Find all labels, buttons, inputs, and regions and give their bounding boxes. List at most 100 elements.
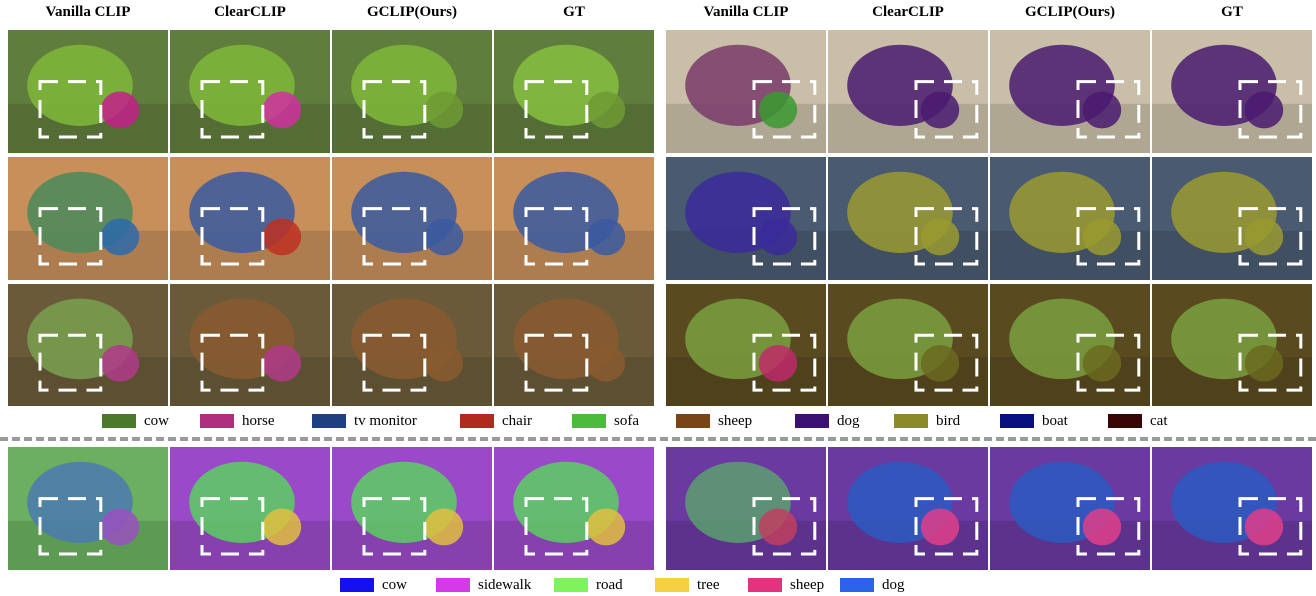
highlight-box: [38, 80, 103, 139]
segmentation-mask-accent: [586, 91, 626, 129]
legend-label: dog: [882, 576, 905, 593]
segmentation-panel: [332, 30, 492, 153]
segmentation-mask-accent: [424, 508, 464, 546]
highlight-box: [38, 333, 103, 392]
highlight-box: [752, 207, 817, 266]
segmentation-mask-accent: [1244, 91, 1284, 129]
legend-top-item: cow: [102, 410, 169, 432]
highlight-box: [200, 333, 265, 392]
segmentation-mask-accent: [262, 508, 302, 546]
segmentation-panel: [828, 30, 988, 153]
legend-top-item: tv monitor: [312, 410, 417, 432]
legend-swatch: [1108, 414, 1142, 428]
legend-top-item: sofa: [572, 410, 639, 432]
segmentation-panel: [494, 284, 654, 406]
column-header-5: ClearCLIP: [872, 4, 944, 20]
segmentation-panel: [666, 30, 826, 153]
legend-top: cow horse tv monitor chair sofa sheep dog bird b…: [0, 410, 1316, 432]
legend-swatch: [748, 578, 782, 592]
highlight-box: [200, 80, 265, 139]
segmentation-panel: [1152, 30, 1312, 153]
highlight-box: [524, 207, 589, 266]
segmentation-mask-accent: [424, 345, 464, 382]
segmentation-panel: [170, 284, 330, 406]
segmentation-mask-accent: [1244, 218, 1284, 256]
legend-swatch: [676, 414, 710, 428]
segmentation-mask-accent: [100, 508, 140, 546]
segmentation-mask-accent: [1082, 91, 1122, 129]
segmentation-panel: [8, 284, 168, 406]
segmentation-mask-accent: [1244, 345, 1284, 382]
highlight-box: [1076, 497, 1141, 556]
legend-label: road: [596, 576, 623, 593]
segmentation-panel: [666, 447, 826, 570]
section-divider: [0, 437, 1316, 441]
segmentation-mask-accent: [1082, 345, 1122, 382]
legend-swatch: [554, 578, 588, 592]
highlight-box: [1238, 207, 1303, 266]
segmentation-mask-accent: [758, 508, 798, 546]
legend-label: sofa: [614, 412, 639, 429]
segmentation-mask-accent: [424, 91, 464, 129]
legend-swatch: [340, 578, 374, 592]
segmentation-mask-accent: [262, 218, 302, 256]
segmentation-panel: [332, 447, 492, 570]
highlight-box: [362, 497, 427, 556]
legend-swatch: [840, 578, 874, 592]
segmentation-panel: [170, 30, 330, 153]
legend-label: sheep: [790, 576, 825, 593]
segmentation-panel: [332, 157, 492, 280]
segmentation-panel: [8, 447, 168, 570]
segmentation-panel: [666, 157, 826, 280]
legend-swatch: [312, 414, 346, 428]
segmentation-panel: [1152, 447, 1312, 570]
highlight-box: [362, 207, 427, 266]
segmentation-mask-accent: [920, 218, 960, 256]
legend-top-item: chair: [460, 410, 532, 432]
segmentation-mask-accent: [262, 91, 302, 129]
segmentation-mask-accent: [758, 218, 798, 256]
segmentation-mask-accent: [424, 218, 464, 256]
highlight-box: [362, 80, 427, 139]
highlight-box: [524, 497, 589, 556]
legend-swatch: [460, 414, 494, 428]
segmentation-mask-accent: [1082, 218, 1122, 256]
segmentation-mask-accent: [1244, 508, 1284, 546]
highlight-box: [1076, 333, 1141, 392]
segmentation-mask-accent: [586, 508, 626, 546]
segmentation-mask-accent: [920, 91, 960, 129]
legend-bottom-item: dog: [840, 574, 905, 596]
segmentation-panel: [828, 284, 988, 406]
highlight-box: [1238, 80, 1303, 139]
highlight-box: [200, 497, 265, 556]
segmentation-mask-accent: [100, 91, 140, 129]
legend-top-item: sheep: [676, 410, 752, 432]
legend-label: cat: [1150, 412, 1168, 429]
highlight-box: [1238, 497, 1303, 556]
segmentation-mask-accent: [262, 345, 302, 382]
highlight-box: [914, 333, 979, 392]
segmentation-panel: [1152, 157, 1312, 280]
segmentation-panel: [828, 157, 988, 280]
legend-label: sheep: [718, 412, 753, 429]
highlight-box: [1238, 333, 1303, 392]
segmentation-panel: [828, 447, 988, 570]
legend-bottom-item: tree: [655, 574, 719, 596]
legend-swatch: [795, 414, 829, 428]
column-header-4: Vanilla CLIP: [703, 4, 789, 20]
legend-bottom: cow sidewalk road tree sheep dog: [0, 574, 1316, 596]
legend-swatch: [200, 414, 234, 428]
legend-swatch: [894, 414, 928, 428]
segmentation-panel: [990, 447, 1150, 570]
legend-label: sidewalk: [478, 576, 532, 593]
legend-label: cow: [382, 576, 407, 593]
highlight-box: [1076, 80, 1141, 139]
legend-label: tree: [697, 576, 720, 593]
segmentation-mask-accent: [100, 345, 140, 382]
highlight-box: [362, 333, 427, 392]
highlight-box: [914, 497, 979, 556]
legend-top-item: bird: [894, 410, 960, 432]
legend-top-item: dog: [795, 410, 860, 432]
segmentation-panel: [332, 284, 492, 406]
segmentation-mask-accent: [920, 345, 960, 382]
